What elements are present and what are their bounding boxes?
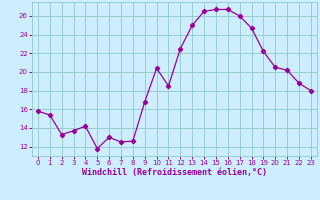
X-axis label: Windchill (Refroidissement éolien,°C): Windchill (Refroidissement éolien,°C)	[82, 168, 267, 177]
